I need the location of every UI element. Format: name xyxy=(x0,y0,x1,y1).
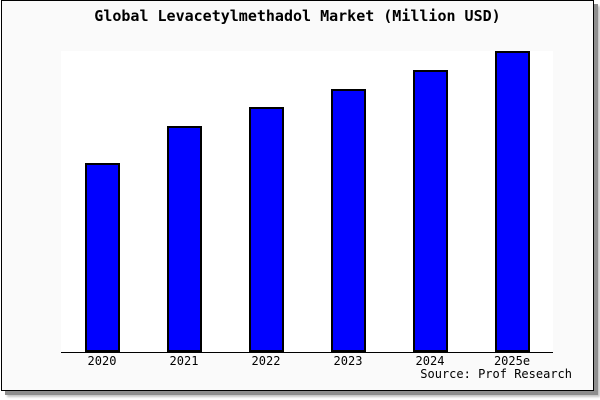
bar-2021 xyxy=(166,125,202,352)
x-tick-label-2020: 2020 xyxy=(87,354,117,368)
plot-area xyxy=(61,51,553,353)
bar-2020 xyxy=(84,162,120,352)
x-tick-label-2025e: 2025e xyxy=(493,354,531,368)
bar-2024 xyxy=(412,69,448,352)
source-credit: Source: Prof Research xyxy=(420,367,572,381)
bar-2022 xyxy=(248,107,284,352)
bar-2023 xyxy=(330,88,366,352)
x-axis-labels: 2020 2021 2022 2023 2024 2025e xyxy=(2,355,593,371)
figure-frame: Global Levacetylmethadol Market (Million… xyxy=(1,0,594,391)
x-tick-label-2021: 2021 xyxy=(169,354,199,368)
x-tick-label-2023: 2023 xyxy=(333,354,363,368)
x-tick-label-2022: 2022 xyxy=(251,354,281,368)
bar-2025e xyxy=(494,51,530,352)
chart-title: Global Levacetylmethadol Market (Million… xyxy=(94,7,501,25)
x-tick-label-2024: 2024 xyxy=(415,354,445,368)
